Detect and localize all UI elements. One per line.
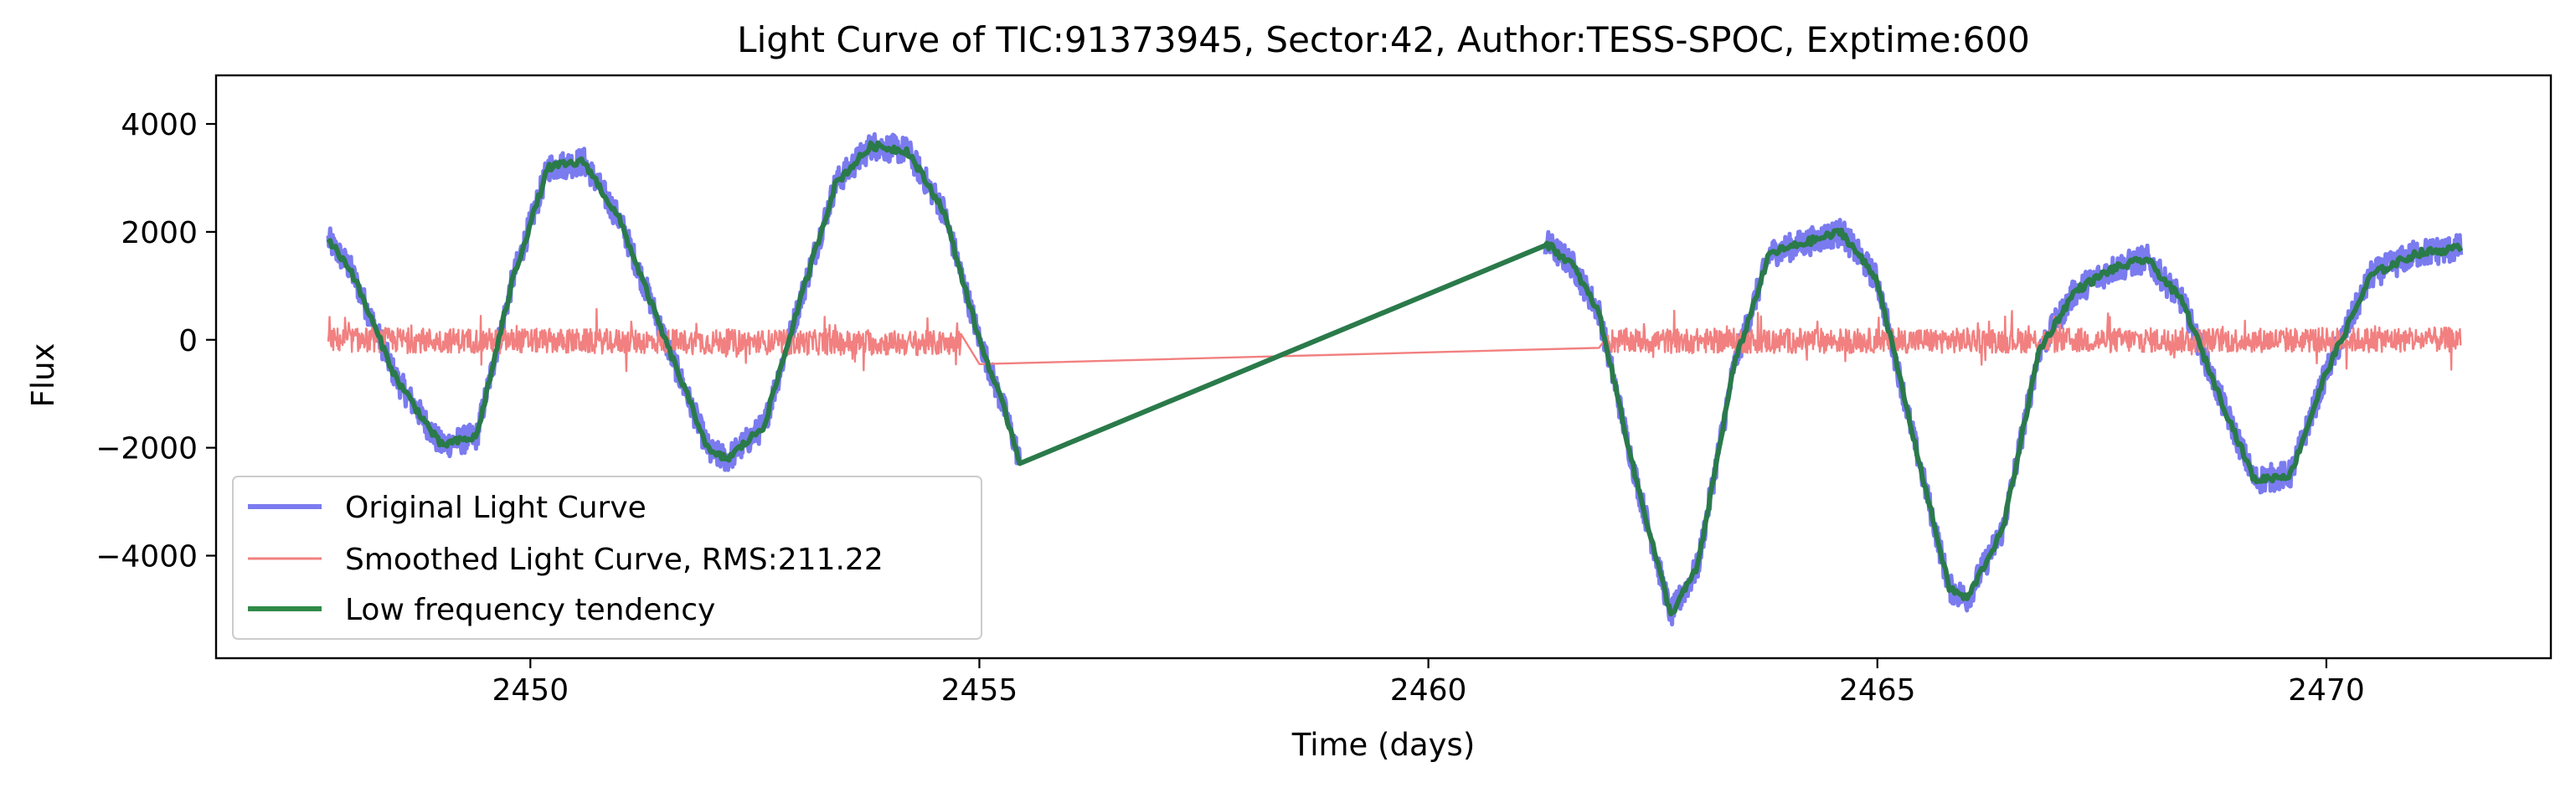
- x-tick-label: 2465: [1839, 673, 1916, 708]
- series-smoothed-light-curve: [327, 307, 2462, 373]
- chart-title: Light Curve of TIC:91373945, Sector:42, …: [737, 19, 2030, 60]
- y-tick-label: −4000: [95, 540, 198, 574]
- legend-frame: [232, 476, 982, 640]
- plot-area: [326, 131, 2464, 627]
- legend-label-smoothed: Smoothed Light Curve, RMS:211.22: [345, 543, 884, 577]
- x-tick-label: 2450: [492, 673, 569, 708]
- x-tick-label: 2460: [1390, 673, 1467, 708]
- legend-label-original: Original Light Curve: [345, 491, 647, 525]
- y-tick-label: −2000: [95, 432, 198, 466]
- plot-frame: [214, 74, 2553, 660]
- legend-label-low-frequency: Low frequency tendency: [345, 593, 715, 627]
- x-tick-label: 2455: [941, 673, 1018, 708]
- y-tick-label: 0: [178, 324, 198, 358]
- x-axis-label: Time (days): [1291, 727, 1476, 763]
- y-tick-label: 4000: [121, 108, 198, 142]
- axes: 2450 2455 2460 2465 2470 −4000 −2000 0 2000 4000: [95, 74, 2553, 708]
- x-tick-label: 2470: [2288, 673, 2365, 708]
- y-tick-label: 2000: [121, 216, 198, 250]
- y-axis-label: Flux: [25, 343, 61, 408]
- series-low-frequency-tendency: [326, 140, 2464, 617]
- chart-legend: Original Light Curve Smoothed Light Curv…: [232, 476, 982, 640]
